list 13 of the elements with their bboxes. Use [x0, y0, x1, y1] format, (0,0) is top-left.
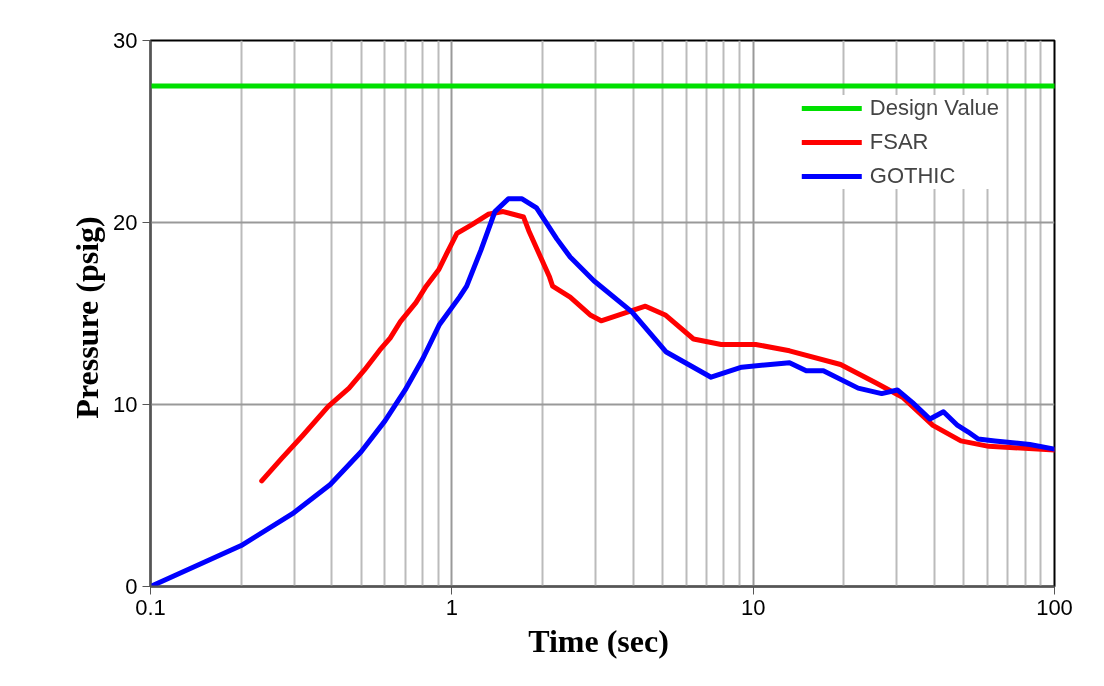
legend-label: Design Value — [869, 95, 999, 121]
x-tick-label: 0.1 — [135, 594, 166, 620]
legend-label: FSAR — [869, 129, 929, 155]
y-tick-label: 20 — [113, 210, 138, 235]
y-axis-title: Pressure (psig) — [69, 216, 106, 419]
x-tick-label: 100 — [1036, 594, 1073, 620]
y-tick-label: 10 — [113, 392, 138, 417]
y-tick-label: 0 — [125, 574, 138, 599]
y-tick-label: 30 — [113, 28, 138, 53]
legend-label: GOTHIC — [869, 163, 956, 189]
x-axis-title: Time (sec) — [528, 622, 669, 659]
x-tick-label: 10 — [740, 594, 766, 620]
x-tick-label: 1 — [445, 594, 458, 620]
